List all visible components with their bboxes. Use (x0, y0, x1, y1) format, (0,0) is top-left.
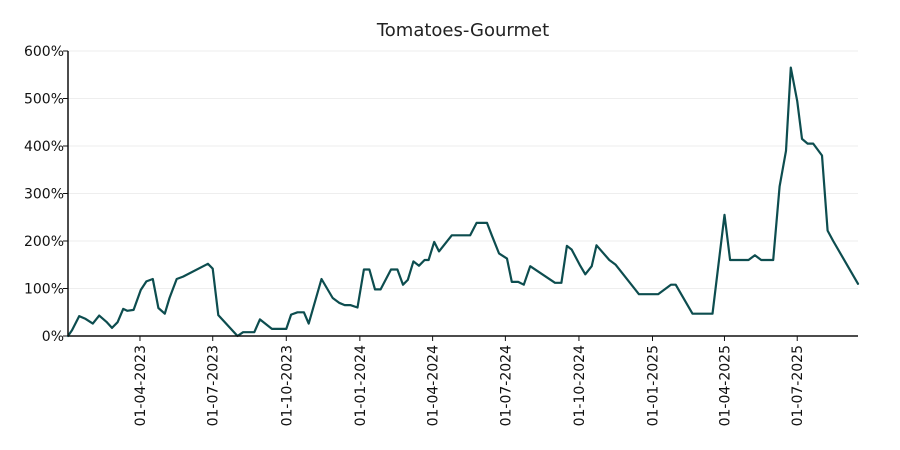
x-tick-label: 01-07-2025 (790, 345, 806, 426)
y-tick-label: 300% (24, 187, 64, 203)
y-tick-label: 100% (24, 282, 64, 298)
y-tick-label: 200% (24, 234, 64, 250)
x-tick-label: 01-07-2024 (498, 345, 514, 426)
x-tick-label: 01-04-2025 (717, 345, 733, 426)
y-tick-label: 500% (24, 92, 64, 108)
x-tick-label: 01-10-2024 (572, 345, 588, 426)
x-axis-ticks: 01-04-2023 01-07-2023 01-10-2023 01-01-2024… (133, 336, 806, 426)
series-line (66, 66, 860, 338)
y-tick-label: 0% (42, 329, 64, 345)
x-tick-label: 01-10-2023 (279, 345, 295, 426)
x-tick-label: 01-01-2024 (353, 345, 369, 426)
y-tick-label: 600% (24, 44, 64, 60)
gridlines (68, 50, 858, 289)
chart-title: Tomatoes-Gourmet (376, 20, 549, 41)
x-tick-label: 01-04-2023 (133, 345, 149, 426)
x-tick-label: 01-04-2024 (426, 345, 442, 426)
y-axis-ticks: 0% 100% 200% 300% 400% 500% 600% (24, 44, 68, 345)
y-tick-label: 400% (24, 139, 64, 155)
x-tick-label: 01-07-2023 (206, 345, 222, 426)
x-tick-label: 01-01-2025 (646, 345, 662, 426)
